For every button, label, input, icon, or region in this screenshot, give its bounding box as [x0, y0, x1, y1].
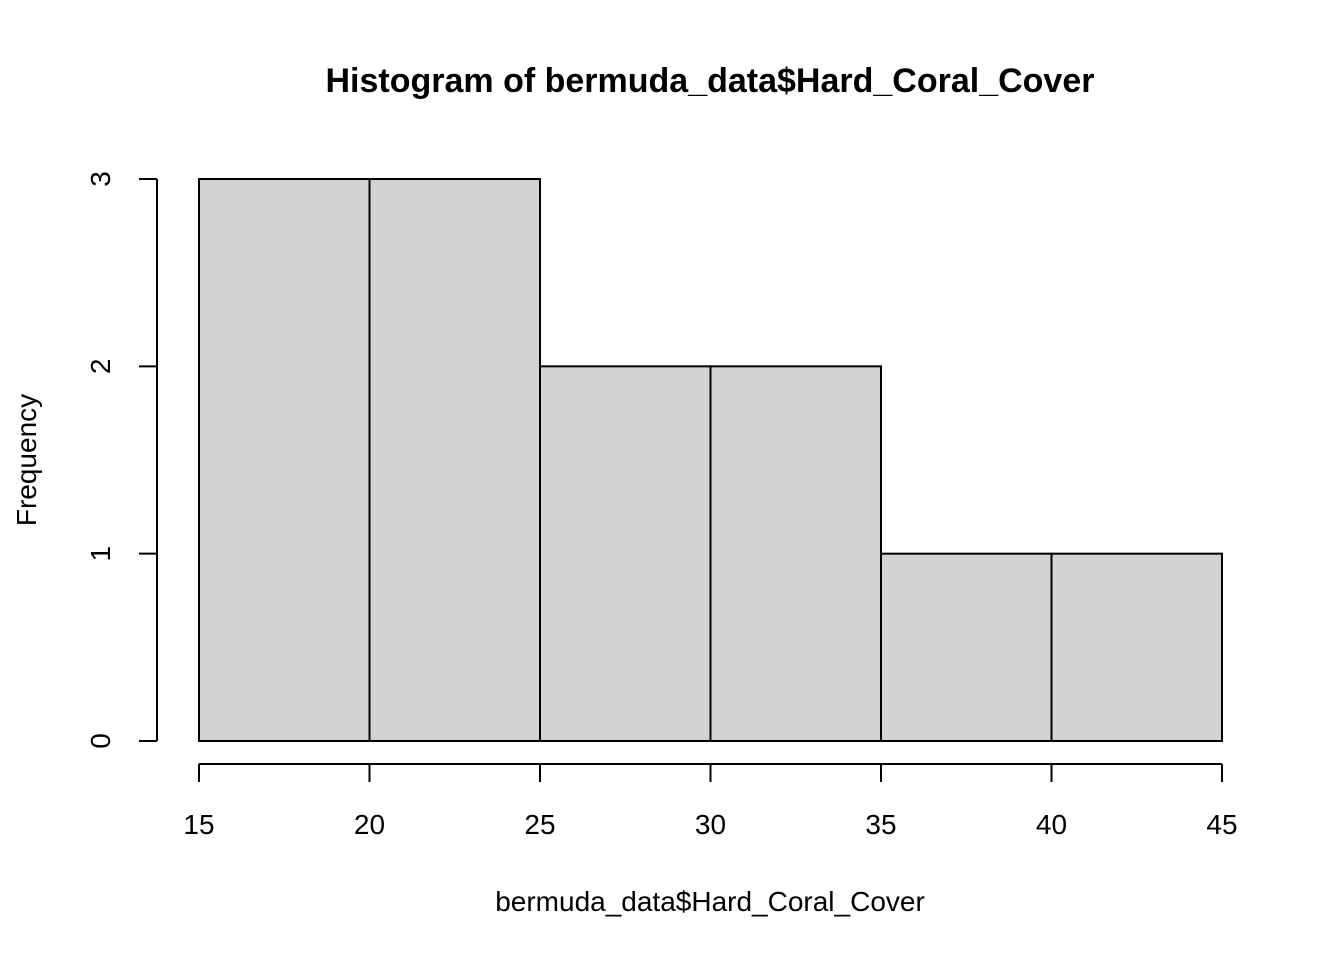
histogram-bar-0: [198, 178, 371, 742]
x-tick-label-0: 15: [183, 809, 214, 840]
histogram-bar-1: [368, 178, 541, 742]
x-tick-label-3: 30: [695, 809, 726, 840]
y-tick-label-3: 3: [85, 171, 116, 187]
x-tick-label-4: 35: [865, 809, 896, 840]
x-tick-label-6: 45: [1206, 809, 1237, 840]
y-tick-label-1: 1: [85, 546, 116, 562]
histogram-bar-4: [880, 552, 1053, 743]
x-tick-label-5: 40: [1036, 809, 1067, 840]
chart-title: Histogram of bermuda_data$Hard_Coral_Cov…: [325, 62, 1094, 100]
x-axis-label: bermuda_data$Hard_Coral_Cover: [495, 886, 925, 917]
y-axis-label: Frequency: [11, 394, 42, 526]
y-tick-label-2: 2: [85, 359, 116, 375]
bars-group: [198, 178, 1223, 743]
y-axis: 0 1 2 3: [85, 171, 158, 749]
x-axis: 15 20 25 30 35 40 45: [183, 763, 1238, 840]
x-tick-label-1: 20: [354, 809, 385, 840]
histogram-bar-2: [539, 365, 712, 742]
histogram-bar-3: [709, 365, 882, 742]
histogram-bar-5: [1050, 552, 1223, 743]
y-tick-label-0: 0: [85, 733, 116, 749]
x-tick-label-2: 25: [524, 809, 555, 840]
